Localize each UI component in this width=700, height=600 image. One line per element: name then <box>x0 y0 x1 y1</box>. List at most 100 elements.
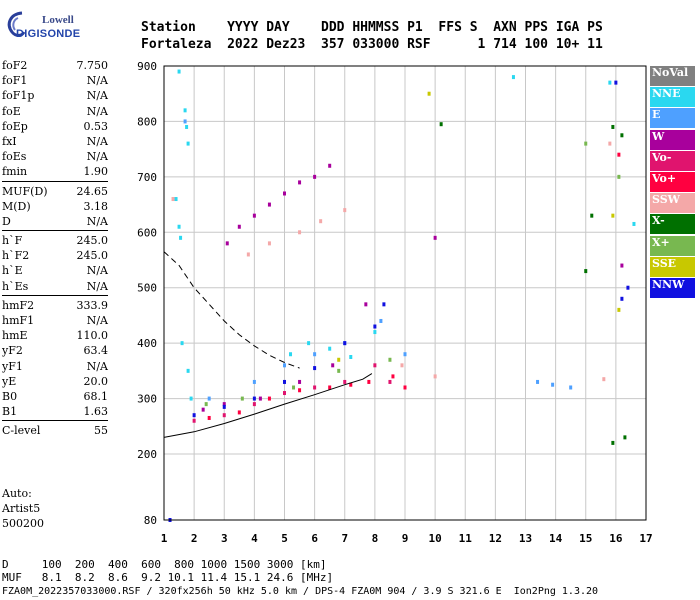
plot-grid <box>164 66 646 520</box>
header-row-values: Fortaleza 2022 Dez23 357 033000 RSF 1 71… <box>141 37 603 52</box>
param-value: 1.63 <box>83 405 109 419</box>
data-point-nne <box>608 80 612 85</box>
data-point-x <box>620 133 624 138</box>
data-point-x <box>611 440 615 445</box>
data-point-nne <box>632 221 636 226</box>
data-point-x <box>584 141 588 146</box>
plot-frame <box>163 65 647 521</box>
legend-item-x: X- <box>650 214 695 235</box>
data-point-w <box>620 263 624 268</box>
data-point-nne <box>183 108 187 113</box>
data-point-nnw <box>283 379 286 384</box>
data-point-vo <box>328 385 332 390</box>
data-point-nne <box>186 368 190 373</box>
data-point-nne <box>177 69 181 74</box>
data-point-nne <box>511 75 515 80</box>
param-key: h`F <box>2 234 23 248</box>
data-point-vo <box>267 396 271 401</box>
data-point-vo <box>222 413 226 418</box>
data-point-vo <box>617 152 621 157</box>
data-point-nnw <box>620 296 624 301</box>
data-point-w <box>298 180 302 185</box>
param-key: yF2 <box>2 344 23 358</box>
legend-item-w: W <box>650 129 695 150</box>
data-point-nne <box>185 124 189 129</box>
data-point-w <box>331 363 335 368</box>
data-point-x <box>611 124 615 129</box>
series-ssw <box>171 141 612 382</box>
data-point-nne <box>349 355 353 359</box>
data-point-e <box>403 352 407 357</box>
y-tick-label: 900 <box>137 60 157 73</box>
x-tick-label: 2 <box>191 532 198 545</box>
param-row: MUF(D) 24.65 <box>2 184 108 199</box>
param-row: C-level 55 <box>2 423 108 438</box>
data-point-w <box>364 302 368 307</box>
data-point-ssw <box>298 230 302 235</box>
series-nnw <box>168 80 630 522</box>
param-row: yE 20.0 <box>2 374 108 389</box>
y-tick-label: 200 <box>137 448 157 461</box>
legend-item-sse: SSE <box>650 256 695 277</box>
data-point-w <box>328 163 332 168</box>
data-point-x <box>584 269 588 274</box>
data-point-vo <box>403 385 407 390</box>
param-key: M(D) <box>2 199 31 213</box>
data-point-ssw <box>267 241 271 246</box>
param-key: foEp <box>2 119 28 133</box>
data-point-nne <box>189 396 193 401</box>
param-value: N/A <box>86 89 108 103</box>
param-row: h`F2 245.0 <box>2 248 108 263</box>
param-row: foF1 N/A <box>2 73 108 88</box>
data-point-nne <box>174 197 178 202</box>
data-point-vo <box>367 379 371 384</box>
param-key: MUF(D) <box>2 184 48 198</box>
param-value: N/A <box>86 104 108 118</box>
data-point-x <box>388 357 392 362</box>
data-point-x <box>617 174 621 179</box>
y-tick-label: 80 <box>144 514 157 527</box>
data-point-ssw <box>246 252 250 257</box>
param-value: N/A <box>86 314 108 327</box>
data-point-nne <box>373 330 377 335</box>
y-tick-label: 500 <box>137 282 157 295</box>
data-point-x <box>590 213 594 218</box>
data-point-nnw <box>614 80 618 85</box>
data-point-w <box>225 241 229 246</box>
x-tick-label: 7 <box>341 532 348 545</box>
param-value: N/A <box>86 279 108 293</box>
param-row: hmE 110.0 <box>2 328 108 343</box>
param-value: N/A <box>86 264 108 278</box>
param-separator <box>2 294 108 296</box>
data-point-sse <box>427 91 431 96</box>
data-point-w <box>283 191 286 196</box>
auto-info: Auto: Artist5 500200 <box>2 486 44 531</box>
x-tick-label: 14 <box>549 532 563 545</box>
data-point-nne <box>179 235 183 240</box>
data-point-w <box>222 402 226 407</box>
x-tick-label: 5 <box>281 532 288 545</box>
data-point-vo <box>192 418 196 423</box>
param-key: yF1 <box>2 359 23 373</box>
data-point-vo <box>298 388 302 393</box>
data-point-e <box>569 385 573 390</box>
param-value: N/A <box>86 150 108 164</box>
param-key: D <box>2 214 11 228</box>
data-point-sse <box>611 213 615 218</box>
param-row: yF2 63.4 <box>2 343 108 358</box>
data-point-vo <box>373 363 377 368</box>
x-tick-label: 3 <box>221 532 228 545</box>
param-key: B0 <box>2 389 18 403</box>
data-point-nne <box>289 352 293 357</box>
data-point-nnw <box>252 396 256 401</box>
series-vo <box>207 152 621 420</box>
data-point-x <box>240 396 244 401</box>
data-point-vo <box>237 410 241 415</box>
param-separator <box>2 180 108 182</box>
param-row: foE N/A <box>2 104 108 119</box>
data-point-vo <box>391 374 395 379</box>
data-point-nnw <box>192 413 196 418</box>
data-point-w <box>237 224 241 229</box>
data-point-w <box>201 407 205 412</box>
